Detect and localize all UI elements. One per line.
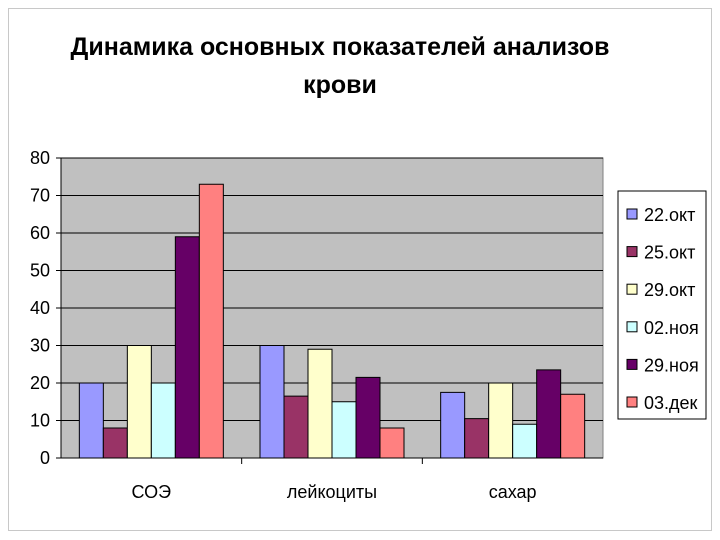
bar-6-2 [379, 427, 405, 459]
bar-6-1 [198, 183, 224, 459]
x-tick-label: сахар [489, 482, 537, 502]
legend-label: 29.окт [644, 280, 695, 300]
bar-2-3 [464, 418, 490, 459]
x-tick-label: лейкоциты [287, 482, 377, 502]
bar-6-3 [560, 393, 586, 459]
plot-area: 0 10 20 30 40 50 60 70 80 СОЭ лейкоциты сахар [30, 148, 604, 502]
legend-swatch [626, 396, 638, 408]
y-tick-label: 30 [30, 336, 50, 356]
bar-1-3 [440, 391, 466, 459]
y-tick-label: 10 [30, 411, 50, 431]
y-tick-label: 50 [30, 261, 50, 281]
bar-1-1 [78, 382, 104, 459]
legend-swatch [626, 246, 638, 258]
bar-5-1 [174, 236, 200, 459]
legend-label: 02.ноя [644, 318, 699, 338]
y-tick-label: 20 [30, 373, 50, 393]
legend-label: 22.окт [644, 205, 695, 225]
bar-4-3 [512, 423, 538, 459]
y-tick-label: 0 [40, 448, 50, 468]
y-tick-label: 40 [30, 298, 50, 318]
legend-swatch [626, 321, 638, 333]
bar-3-2 [307, 348, 333, 459]
legend-swatch [626, 358, 638, 370]
chart-title: Динамика основных показателей анализов к… [70, 33, 610, 99]
bar-1-2 [259, 345, 285, 459]
y-tick-label: 60 [30, 223, 50, 243]
legend-label: 03.дек [644, 393, 698, 413]
bar-3-1 [126, 345, 152, 459]
legend-swatch [626, 208, 638, 220]
bar-2-2 [283, 395, 309, 459]
legend-swatch [626, 283, 638, 295]
x-tick-label: СОЭ [132, 482, 172, 502]
y-tick-label: 80 [30, 148, 50, 168]
bar-2-1 [102, 427, 128, 459]
bar-4-2 [331, 401, 357, 459]
bar-4-1 [150, 382, 176, 459]
legend-label: 29.ноя [644, 355, 699, 375]
bar-5-3 [536, 369, 562, 459]
bar-3-3 [488, 382, 514, 459]
bar-5-2 [355, 376, 381, 459]
y-tick-label: 70 [30, 186, 50, 206]
legend-label: 25.окт [644, 243, 695, 263]
legend: 22.окт 25.окт 29.окт 02.ноя 29.ноя 03.дек [617, 190, 707, 420]
legend-box [617, 190, 707, 420]
